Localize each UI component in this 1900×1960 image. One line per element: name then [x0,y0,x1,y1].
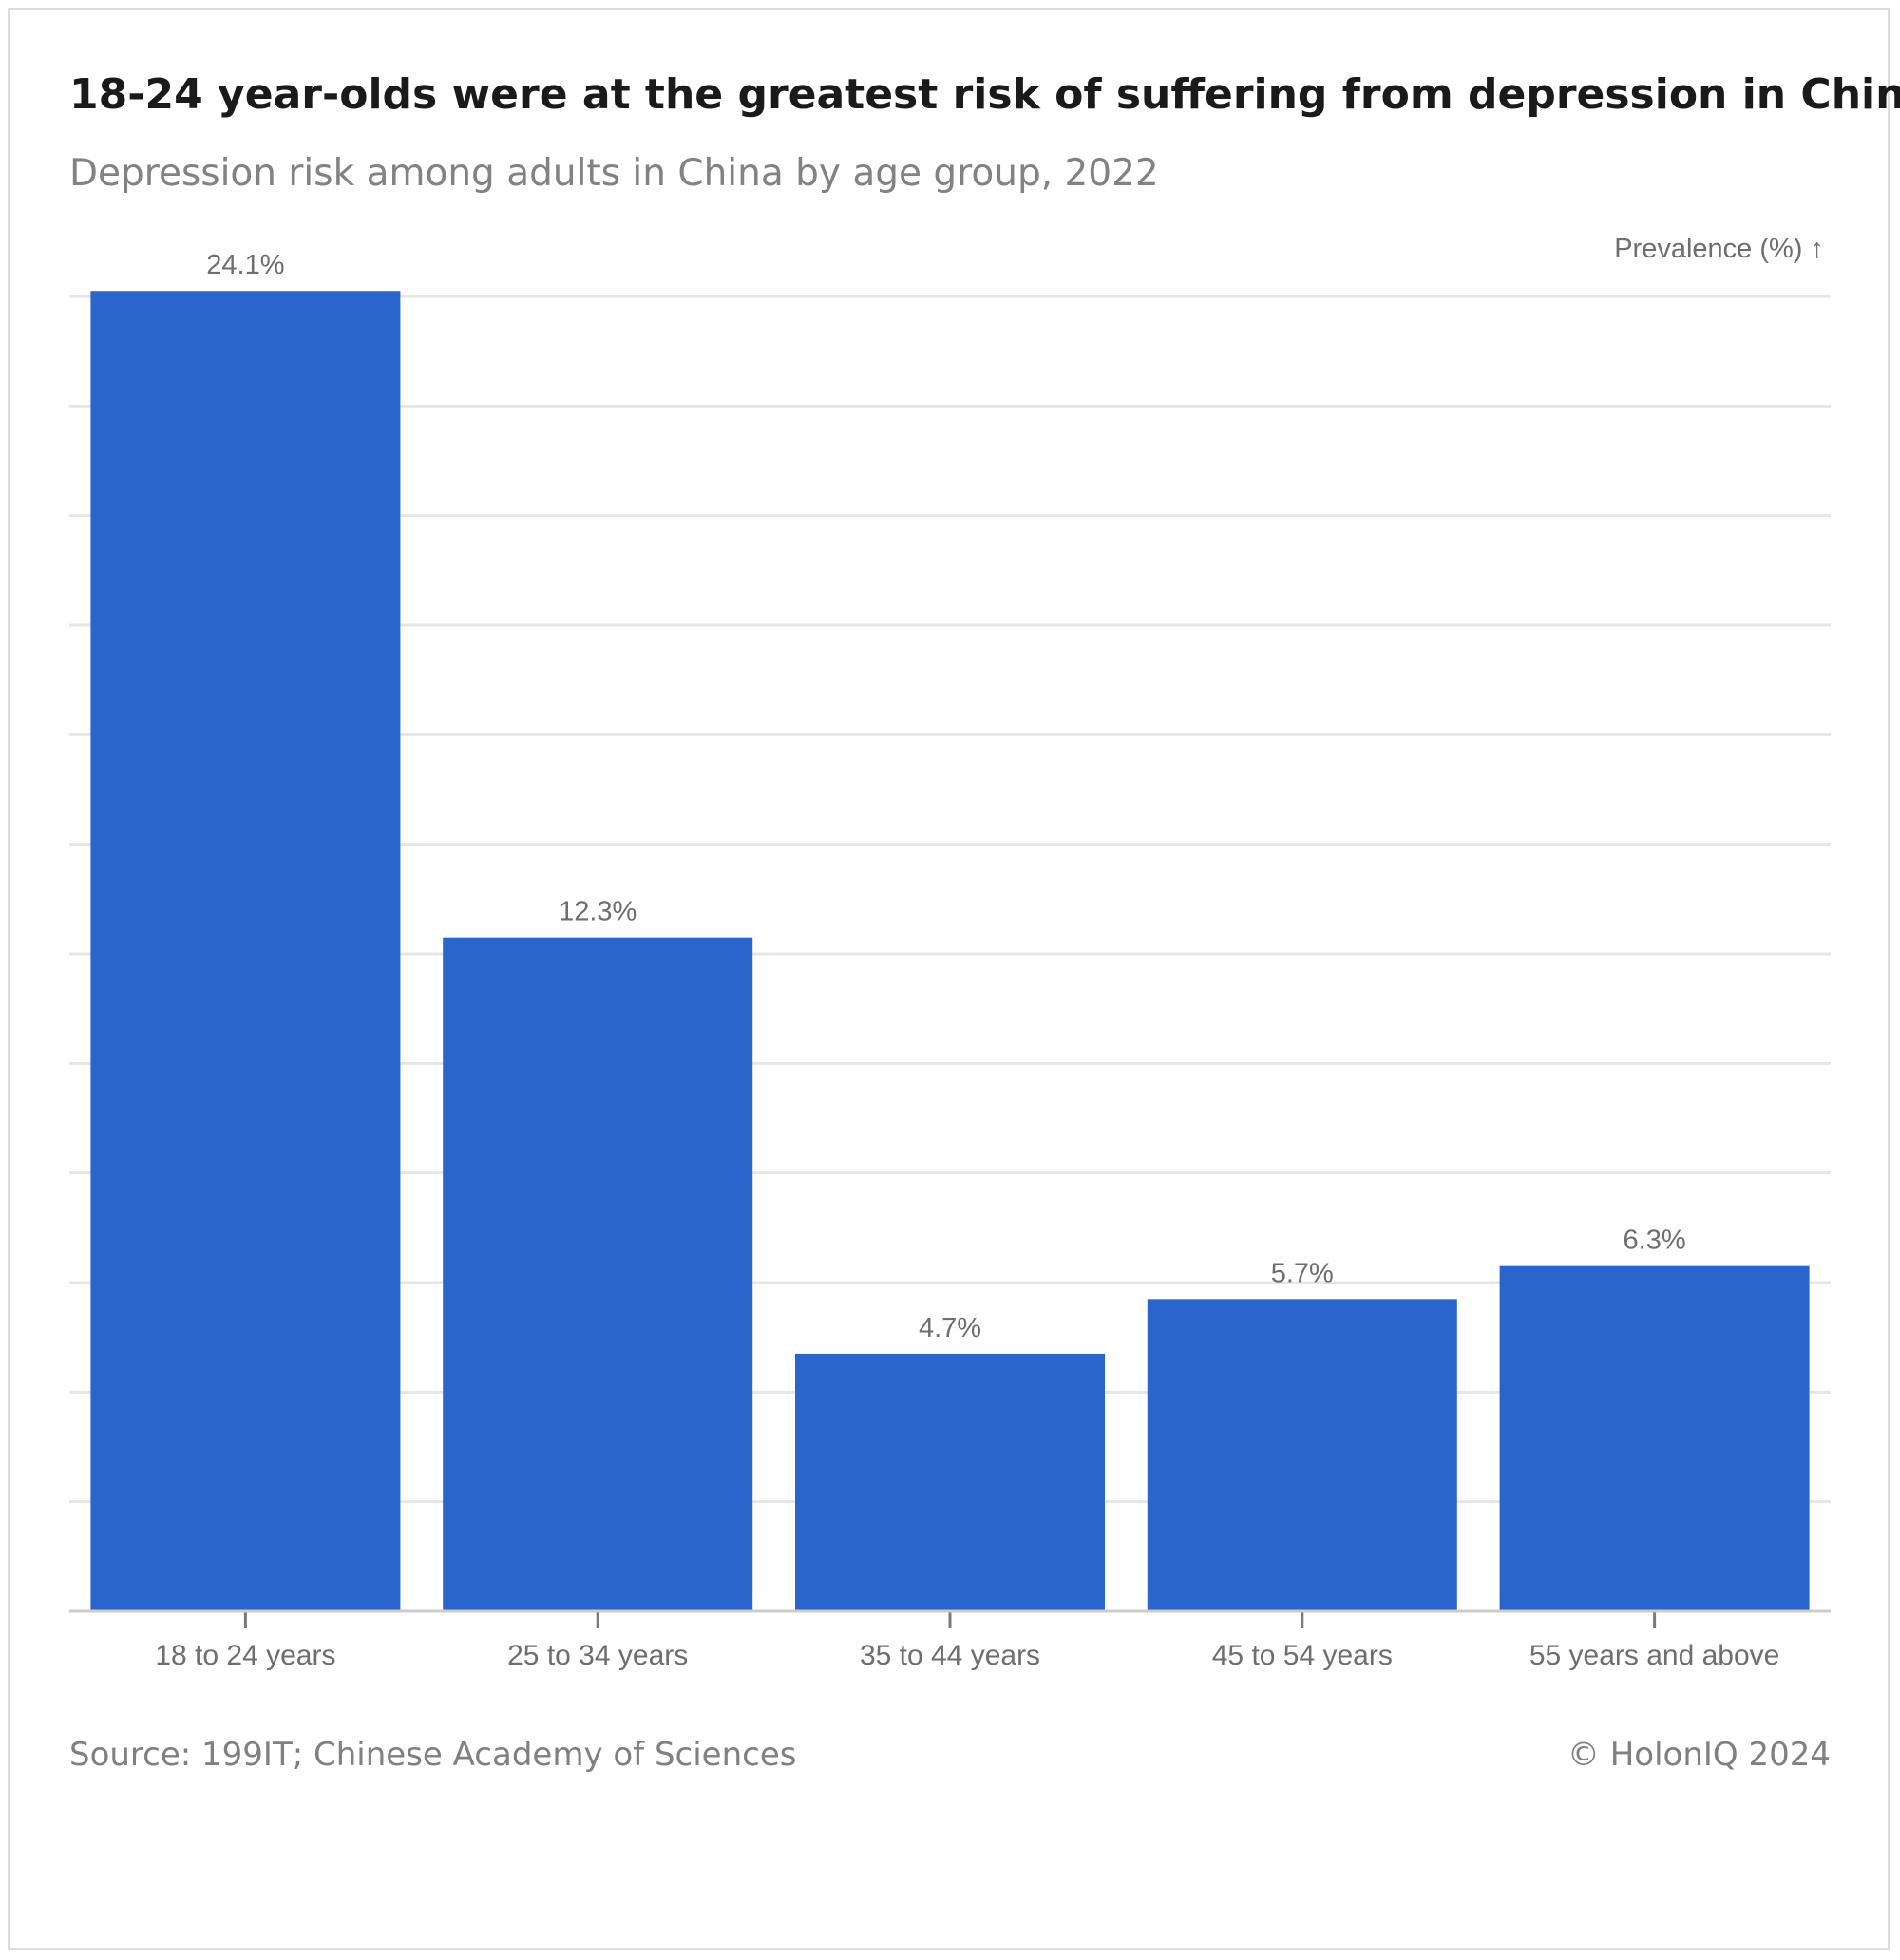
x-tick-label: 45 to 54 years [1212,1640,1393,1671]
bar [795,1353,1105,1611]
chart-subtitle: Depression risk among adults in China by… [69,152,1159,195]
x-tick-label: 18 to 24 years [155,1640,335,1671]
bar-value-label: 5.7% [1271,1258,1334,1288]
x-tick-label: 55 years and above [1530,1640,1780,1671]
copyright-note: © HolonIQ 2024 [1567,1736,1831,1774]
bar-value-label: 24.1% [206,250,284,280]
source-note: Source: 199IT; Chinese Academy of Scienc… [69,1736,797,1774]
chart-title: 18-24 year-olds were at the greatest ris… [69,70,1900,119]
bar [443,937,753,1611]
x-tick-label: 25 to 34 years [507,1640,688,1671]
y-axis-label: Prevalence (%) ↑ [1614,234,1824,264]
bar [1499,1265,1810,1611]
x-tick-label: 35 to 44 years [860,1640,1040,1671]
bar-value-label: 6.3% [1624,1226,1686,1256]
bar-value-label: 4.7% [919,1313,981,1343]
bar [1147,1299,1457,1611]
bar-value-label: 12.3% [559,897,636,927]
bar [90,291,401,1611]
